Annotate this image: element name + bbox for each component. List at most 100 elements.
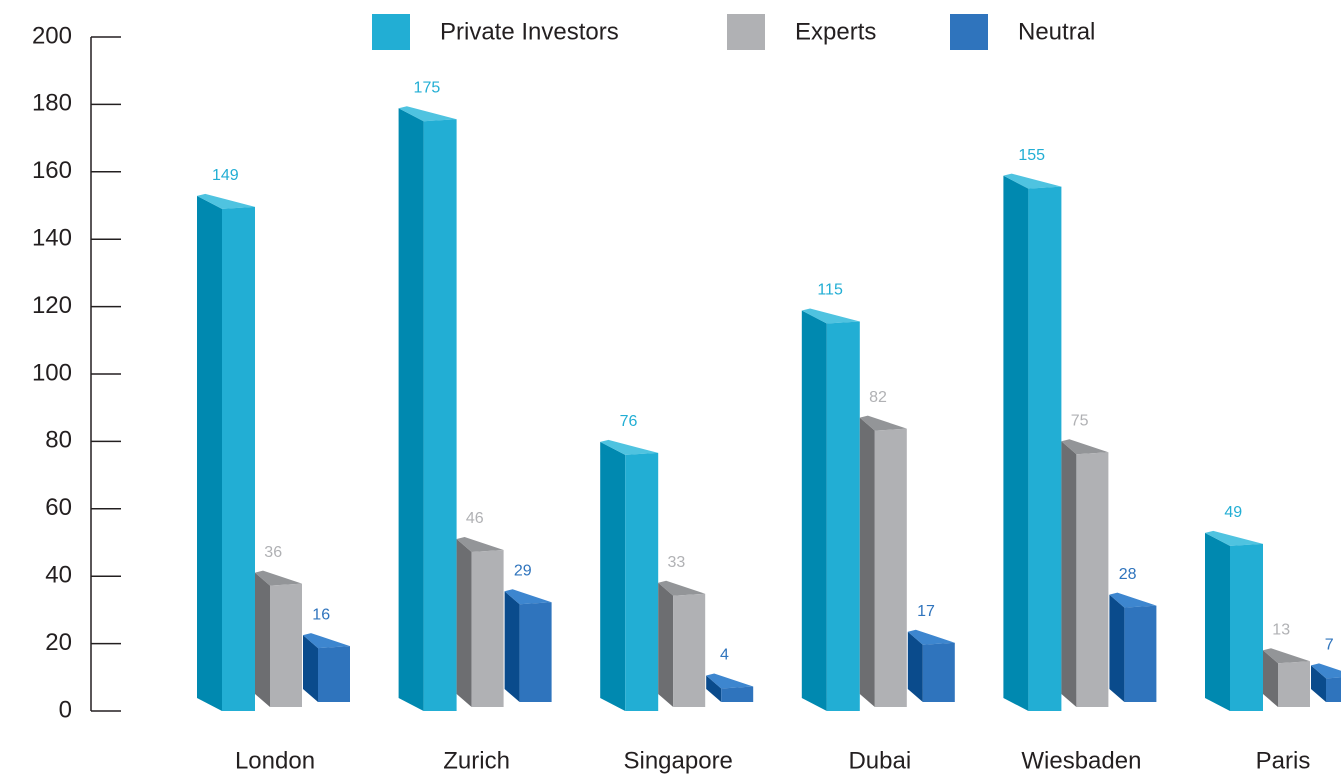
- y-tick-label: 180: [32, 90, 72, 117]
- bar-front: [519, 602, 552, 702]
- x-tick-label: Paris: [1256, 747, 1311, 774]
- bar-side: [197, 195, 222, 711]
- y-tick-label: 120: [32, 292, 72, 319]
- bar-side: [1263, 650, 1278, 707]
- bar: [600, 439, 659, 711]
- bar-top: [1003, 173, 1062, 189]
- x-tick-label: Zurich: [443, 747, 510, 774]
- x-tick-label: London: [235, 747, 315, 774]
- bar-top: [907, 629, 955, 645]
- value-label: 76: [620, 413, 638, 430]
- bar-front: [1326, 677, 1341, 702]
- bar: [456, 536, 504, 707]
- bar-top: [197, 193, 255, 209]
- value-label: 28: [1119, 566, 1137, 583]
- value-label: 75: [1071, 412, 1089, 429]
- bar-front: [1230, 543, 1263, 711]
- bar-front: [625, 452, 659, 711]
- bar-side: [456, 538, 472, 707]
- bar-side: [907, 631, 923, 702]
- y-tick-label: 80: [45, 427, 72, 454]
- bar: [859, 415, 907, 707]
- bar-side: [1205, 532, 1230, 711]
- bar-top: [658, 580, 706, 596]
- value-label: 82: [869, 389, 887, 406]
- y-tick-label: 140: [32, 225, 72, 252]
- bar-front: [673, 593, 706, 707]
- bar-top: [303, 633, 350, 649]
- bar-top: [600, 439, 659, 455]
- value-label: 115: [817, 282, 843, 299]
- value-label: 149: [212, 167, 239, 184]
- bar: [1061, 439, 1109, 707]
- bar-top: [255, 570, 302, 586]
- x-tick-label: Dubai: [848, 747, 911, 774]
- bar-top: [456, 536, 504, 552]
- value-label: 36: [264, 544, 282, 561]
- bar: [1205, 530, 1263, 711]
- bar: [398, 106, 457, 711]
- bar-front: [826, 321, 860, 711]
- bar: [1311, 663, 1341, 702]
- bar-front: [471, 549, 504, 707]
- bar-top: [1263, 648, 1310, 664]
- bar-front: [1124, 605, 1157, 702]
- bar-top: [1109, 592, 1157, 608]
- bar: [255, 570, 302, 707]
- bar-side: [600, 441, 626, 711]
- bar-top: [1311, 663, 1341, 679]
- y-tick-label: 0: [59, 696, 72, 723]
- bar-front: [721, 686, 754, 702]
- bar-top: [504, 589, 552, 605]
- value-label: 29: [514, 562, 532, 579]
- bar-side: [1109, 594, 1125, 702]
- bar-front: [1076, 452, 1109, 707]
- bar-front: [1028, 186, 1062, 711]
- value-label: 13: [1272, 621, 1290, 638]
- bar-side: [1003, 175, 1029, 711]
- legend-label: Private Investors: [440, 18, 619, 45]
- legend-swatch: [372, 14, 410, 50]
- bar-front: [270, 583, 302, 707]
- bar: [1263, 648, 1310, 707]
- bar: [504, 589, 552, 702]
- bar-front: [222, 206, 255, 711]
- value-label: 33: [668, 554, 686, 571]
- bar-top: [1205, 530, 1263, 546]
- value-label: 155: [1018, 147, 1045, 164]
- legend-label: Experts: [795, 18, 876, 45]
- value-label: 4: [720, 647, 729, 664]
- y-tick-label: 40: [45, 562, 72, 589]
- y-tick-label: 160: [32, 157, 72, 184]
- bar-top: [706, 673, 754, 689]
- bar-side: [504, 591, 520, 702]
- legend-label: Neutral: [1018, 18, 1095, 45]
- bar-side: [303, 635, 318, 702]
- y-tick-label: 200: [32, 22, 72, 49]
- value-label: 16: [312, 606, 330, 623]
- bar-side: [1061, 441, 1077, 707]
- bar: [801, 308, 860, 711]
- bar: [1109, 592, 1157, 702]
- bar-front: [423, 119, 457, 711]
- bar-side: [255, 572, 270, 707]
- bar-side: [1311, 665, 1326, 702]
- bar-top: [398, 106, 457, 122]
- bar-side: [658, 582, 674, 707]
- y-tick-label: 20: [45, 629, 72, 656]
- legend-swatch: [727, 14, 765, 50]
- bar: [706, 673, 754, 702]
- bar-top: [1061, 439, 1109, 455]
- value-label: 49: [1224, 504, 1242, 521]
- bar: [197, 193, 255, 711]
- bar-front: [922, 642, 955, 702]
- value-label: 17: [917, 603, 935, 620]
- bar-top: [859, 415, 907, 431]
- bar-front: [874, 428, 907, 707]
- bar-top: [801, 308, 860, 324]
- y-tick-label: 100: [32, 359, 72, 386]
- x-tick-label: Wiesbaden: [1021, 747, 1141, 774]
- bar-side: [859, 417, 875, 707]
- bar-side: [801, 310, 827, 711]
